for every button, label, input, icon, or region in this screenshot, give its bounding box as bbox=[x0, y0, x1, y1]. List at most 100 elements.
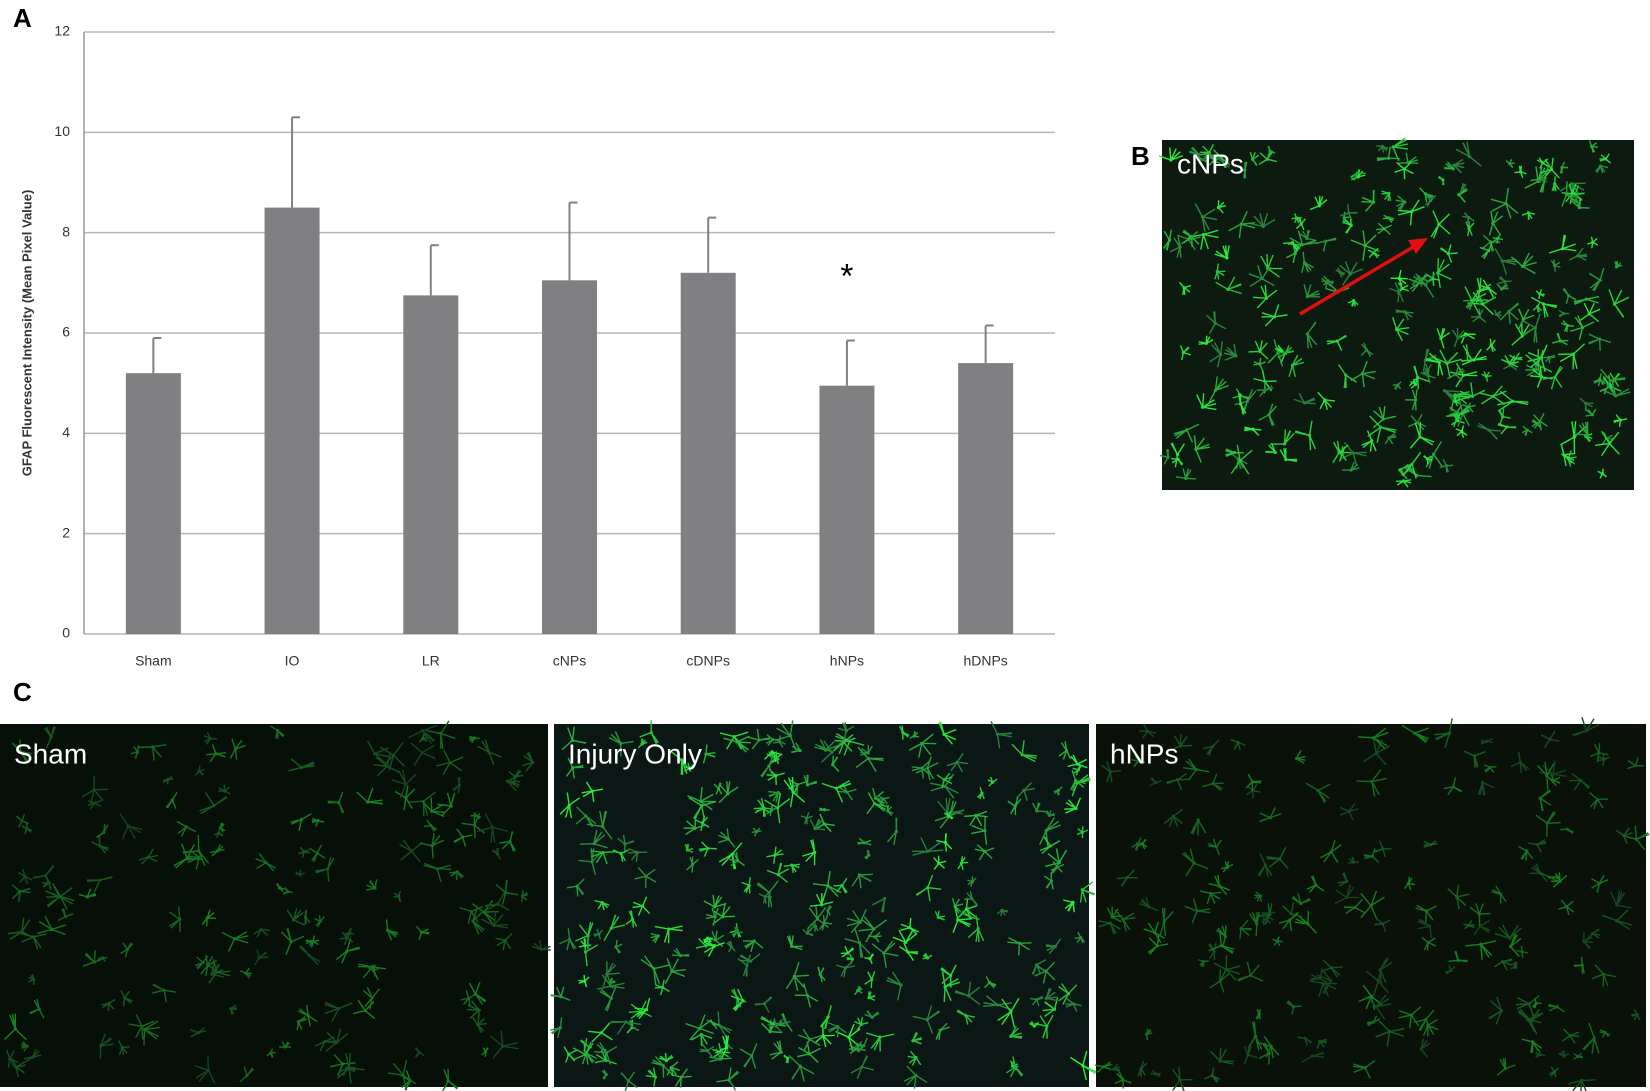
astrocyte bbox=[1467, 289, 1497, 316]
astrocyte-body bbox=[1470, 298, 1474, 303]
astrocyte bbox=[1481, 371, 1492, 382]
astrocyte bbox=[854, 985, 863, 996]
astrocyte bbox=[1279, 448, 1298, 463]
astrocyte-body bbox=[834, 786, 838, 790]
astrocyte bbox=[1540, 157, 1560, 179]
astrocyte bbox=[120, 942, 134, 958]
astrocyte-body bbox=[1299, 901, 1303, 906]
astrocyte-body bbox=[680, 758, 684, 762]
astrocyte-body bbox=[1403, 310, 1407, 314]
astrocyte-body bbox=[1211, 782, 1215, 786]
astrocyte bbox=[1395, 309, 1414, 321]
astrocyte-body bbox=[1488, 765, 1492, 770]
astrocyte bbox=[1494, 924, 1522, 939]
astrocyte bbox=[871, 897, 886, 913]
astrocyte bbox=[1483, 764, 1497, 774]
astrocyte bbox=[747, 728, 771, 750]
astrocyte bbox=[645, 1067, 657, 1087]
astrocyte-body bbox=[1317, 976, 1322, 980]
astrocyte bbox=[688, 797, 717, 821]
astrocyte-body bbox=[567, 1052, 571, 1056]
astrocyte-body bbox=[776, 791, 780, 795]
astrocyte-body bbox=[1238, 458, 1242, 463]
astrocyte-body bbox=[205, 916, 209, 920]
astrocyte bbox=[143, 1020, 161, 1046]
astrocyte bbox=[1010, 1026, 1023, 1039]
astrocyte bbox=[379, 742, 406, 771]
astrocyte bbox=[230, 1004, 237, 1015]
astrocyte-body bbox=[1055, 865, 1059, 869]
astrocyte-body bbox=[1263, 863, 1267, 867]
astrocyte bbox=[1291, 893, 1311, 905]
astrocyte bbox=[1045, 809, 1055, 817]
astrocyte bbox=[683, 816, 707, 836]
astrocyte bbox=[1465, 940, 1497, 960]
astrocyte-body bbox=[196, 1031, 200, 1035]
astrocyte-body bbox=[140, 1024, 144, 1028]
astrocyte bbox=[1477, 422, 1502, 440]
astrocyte-body bbox=[1288, 918, 1292, 922]
astrocyte-body bbox=[439, 731, 443, 736]
astrocyte-body bbox=[813, 924, 817, 928]
astrocyte bbox=[1550, 872, 1568, 888]
astrocyte-body bbox=[987, 981, 992, 985]
astrocyte-body bbox=[831, 762, 835, 767]
astrocyte-body bbox=[1369, 994, 1373, 998]
astrocyte-body bbox=[1226, 287, 1230, 291]
astrocyte-body bbox=[1453, 393, 1457, 397]
astrocyte bbox=[1447, 884, 1470, 910]
astrocyte bbox=[1514, 165, 1527, 178]
astrocyte-body bbox=[1224, 967, 1229, 972]
astrocyte-body bbox=[867, 995, 871, 1000]
astrocyte-body bbox=[1477, 912, 1481, 916]
astrocyte bbox=[1214, 263, 1226, 280]
astrocyte bbox=[1138, 896, 1159, 912]
astrocyte-body bbox=[311, 939, 315, 944]
astrocyte-body bbox=[805, 931, 809, 935]
astrocyte bbox=[1272, 936, 1283, 947]
astrocyte bbox=[1259, 1035, 1280, 1059]
astrocyte-body bbox=[1210, 745, 1215, 749]
astrocyte bbox=[322, 1028, 349, 1052]
astrocyte bbox=[1257, 853, 1273, 878]
astrocyte bbox=[1396, 479, 1412, 488]
astrocyte bbox=[1179, 281, 1192, 296]
astrocyte bbox=[1079, 881, 1095, 903]
astrocyte-body bbox=[1047, 813, 1051, 818]
astrocyte-body bbox=[1381, 922, 1385, 926]
astrocyte-body bbox=[704, 752, 708, 756]
astrocyte bbox=[1408, 414, 1427, 431]
astrocyte bbox=[626, 1019, 640, 1034]
astrocyte-body bbox=[586, 934, 590, 938]
astrocyte bbox=[754, 996, 773, 1013]
astrocyte-body bbox=[873, 796, 878, 800]
astrocyte-body bbox=[135, 750, 140, 754]
astrocyte-body bbox=[1634, 837, 1639, 841]
astrocyte-body bbox=[604, 1058, 608, 1062]
astrocyte bbox=[1447, 365, 1465, 382]
astrocyte bbox=[934, 910, 946, 921]
astrocyte-body bbox=[1553, 182, 1557, 186]
astrocyte-body bbox=[1214, 845, 1218, 849]
astrocyte bbox=[1600, 368, 1626, 395]
astrocyte-body bbox=[1615, 919, 1619, 923]
astrocyte-body bbox=[857, 941, 862, 945]
astrocyte-body bbox=[1577, 206, 1582, 210]
astrocyte-body bbox=[1347, 809, 1351, 814]
astrocyte bbox=[138, 744, 167, 761]
astrocyte-body bbox=[1136, 842, 1140, 846]
astrocyte bbox=[1053, 786, 1063, 796]
astrocyte-body bbox=[178, 917, 182, 921]
astrocyte-body bbox=[774, 774, 778, 778]
astrocyte bbox=[738, 953, 761, 962]
astrocyte bbox=[1108, 1064, 1121, 1073]
astrocyte bbox=[1424, 194, 1437, 208]
astrocyte bbox=[1469, 903, 1491, 926]
astrocyte-body bbox=[1284, 457, 1288, 462]
astrocyte bbox=[1372, 406, 1397, 429]
astrocyte-body bbox=[846, 951, 850, 955]
astrocyte-body bbox=[1573, 192, 1577, 196]
astrocyte-body bbox=[1272, 315, 1277, 319]
astrocyte bbox=[1627, 757, 1645, 770]
astrocyte bbox=[1490, 187, 1519, 219]
